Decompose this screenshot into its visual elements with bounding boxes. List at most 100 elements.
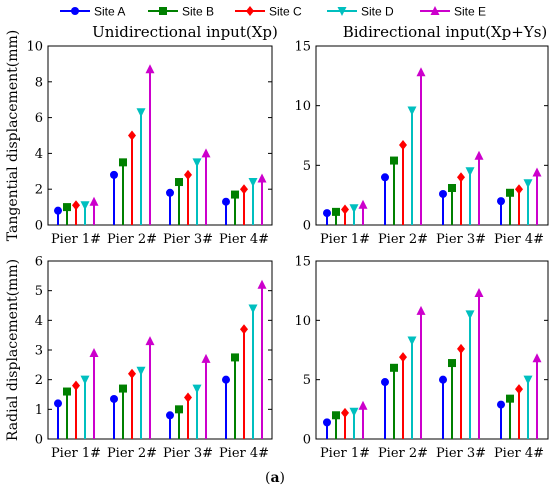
- data-point-marker: [175, 178, 183, 187]
- x-tick-label: Pier 2#: [107, 232, 157, 247]
- data-point-marker: [457, 343, 465, 354]
- y-tick-label: 0: [35, 219, 43, 234]
- data-point-marker: [248, 304, 258, 314]
- legend-marker-icon: [71, 7, 79, 15]
- data-point-marker: [439, 189, 447, 198]
- legend-marker-icon: [430, 6, 440, 15]
- plot-frame: [315, 260, 549, 440]
- data-point-marker: [497, 400, 505, 409]
- data-point-marker: [54, 206, 62, 215]
- data-point-marker: [381, 378, 389, 387]
- data-point-marker: [192, 158, 202, 168]
- y-tick-label: 4: [35, 314, 43, 329]
- plot-frame: [47, 45, 273, 226]
- data-point-marker: [184, 392, 192, 403]
- y-tick-label: 8: [35, 75, 43, 90]
- legend-entry: Site B: [148, 5, 214, 19]
- data-point-marker: [175, 405, 183, 414]
- data-point-marker: [506, 394, 514, 403]
- y-tick-label: 2: [35, 373, 43, 388]
- x-tick-label: Pier 4#: [219, 446, 269, 461]
- data-point-marker: [465, 310, 475, 320]
- chart-panel-3: Radial displacement(mm) 0 1 2 3 4 5 6 Pier 1# Pie…: [5, 255, 273, 461]
- data-point-marker: [323, 209, 331, 218]
- legend: Site A Site B Site C Site D Site E: [60, 5, 486, 19]
- data-point-marker: [349, 407, 359, 417]
- x-tick-label: Pier 3#: [163, 232, 213, 247]
- data-point-marker: [63, 203, 71, 212]
- y-tick-label: 10: [26, 40, 43, 55]
- data-point-marker: [145, 64, 155, 74]
- data-point-marker: [72, 380, 80, 391]
- data-point-marker: [231, 190, 239, 199]
- y-tick-label: 4: [35, 147, 43, 162]
- y-tick-label: 1: [35, 403, 43, 418]
- data-point-marker: [222, 197, 230, 206]
- data-point-marker: [72, 200, 80, 211]
- data-point-marker: [201, 353, 211, 363]
- data-point-marker: [136, 366, 146, 376]
- data-point-marker: [416, 305, 426, 315]
- data-point-marker: [381, 173, 389, 182]
- data-point-marker: [184, 169, 192, 180]
- y-tick-label: 6: [35, 111, 43, 126]
- data-point-marker: [358, 199, 368, 209]
- figure-caption: (a): [265, 470, 285, 486]
- y-tick-label: 0: [303, 433, 311, 448]
- data-point-marker: [119, 158, 127, 167]
- data-point-marker: [128, 130, 136, 141]
- data-point-marker: [89, 347, 99, 357]
- data-point-marker: [166, 411, 174, 420]
- data-point-marker: [231, 353, 239, 362]
- data-point-marker: [332, 411, 340, 420]
- data-point-marker: [515, 384, 523, 395]
- legend-entry: Site E: [420, 5, 486, 19]
- x-tick-label: Pier 3#: [163, 446, 213, 461]
- data-point-marker: [523, 375, 533, 385]
- legend-label: Site B: [182, 5, 214, 19]
- legend-label: Site D: [361, 5, 394, 19]
- x-tick-label: Pier 4#: [219, 232, 269, 247]
- y-axis-label: Radial displacement(mm): [5, 259, 21, 441]
- data-point-marker: [128, 368, 136, 379]
- y-tick-label: 2: [35, 183, 43, 198]
- y-tick-label: 5: [303, 373, 311, 388]
- x-tick-label: Pier 4#: [494, 446, 544, 461]
- x-tick-label: Pier 2#: [378, 446, 428, 461]
- y-tick-label: 10: [294, 99, 311, 114]
- data-point-marker: [257, 173, 267, 183]
- data-point-marker: [349, 204, 359, 214]
- x-tick-label: Pier 1#: [320, 446, 370, 461]
- data-point-marker: [89, 196, 99, 206]
- data-point-marker: [399, 140, 407, 151]
- data-point-marker: [465, 167, 475, 177]
- y-tick-label: 5: [303, 159, 311, 174]
- data-point-marker: [523, 179, 533, 189]
- data-point-marker: [474, 288, 484, 298]
- y-tick-label: 0: [303, 219, 311, 234]
- data-point-marker: [54, 399, 62, 408]
- y-tick-label: 6: [35, 255, 43, 270]
- data-point-marker: [457, 172, 465, 183]
- y-tick-label: 3: [35, 344, 43, 359]
- y-axis-label: Tangential displacement(mm): [5, 30, 21, 241]
- data-point-marker: [515, 184, 523, 195]
- chart-panels: Unidirectional input(Xp) Tangential displ…: [5, 23, 549, 461]
- data-point-marker: [532, 353, 542, 363]
- data-point-marker: [110, 170, 118, 179]
- data-point-marker: [407, 336, 417, 346]
- chart-title: Unidirectional input(Xp): [92, 23, 278, 41]
- data-point-marker: [145, 336, 155, 346]
- x-tick-label: Pier 3#: [436, 232, 486, 247]
- legend-label: Site E: [454, 5, 486, 19]
- data-point-marker: [136, 108, 146, 118]
- data-point-marker: [192, 384, 202, 394]
- data-point-marker: [201, 148, 211, 158]
- x-tick-label: Pier 1#: [320, 232, 370, 247]
- x-tick-label: Pier 2#: [378, 232, 428, 247]
- data-point-marker: [240, 184, 248, 195]
- legend-entry: Site D: [327, 5, 394, 19]
- y-tick-label: 0: [35, 433, 43, 448]
- legend-entry: Site A: [60, 5, 125, 19]
